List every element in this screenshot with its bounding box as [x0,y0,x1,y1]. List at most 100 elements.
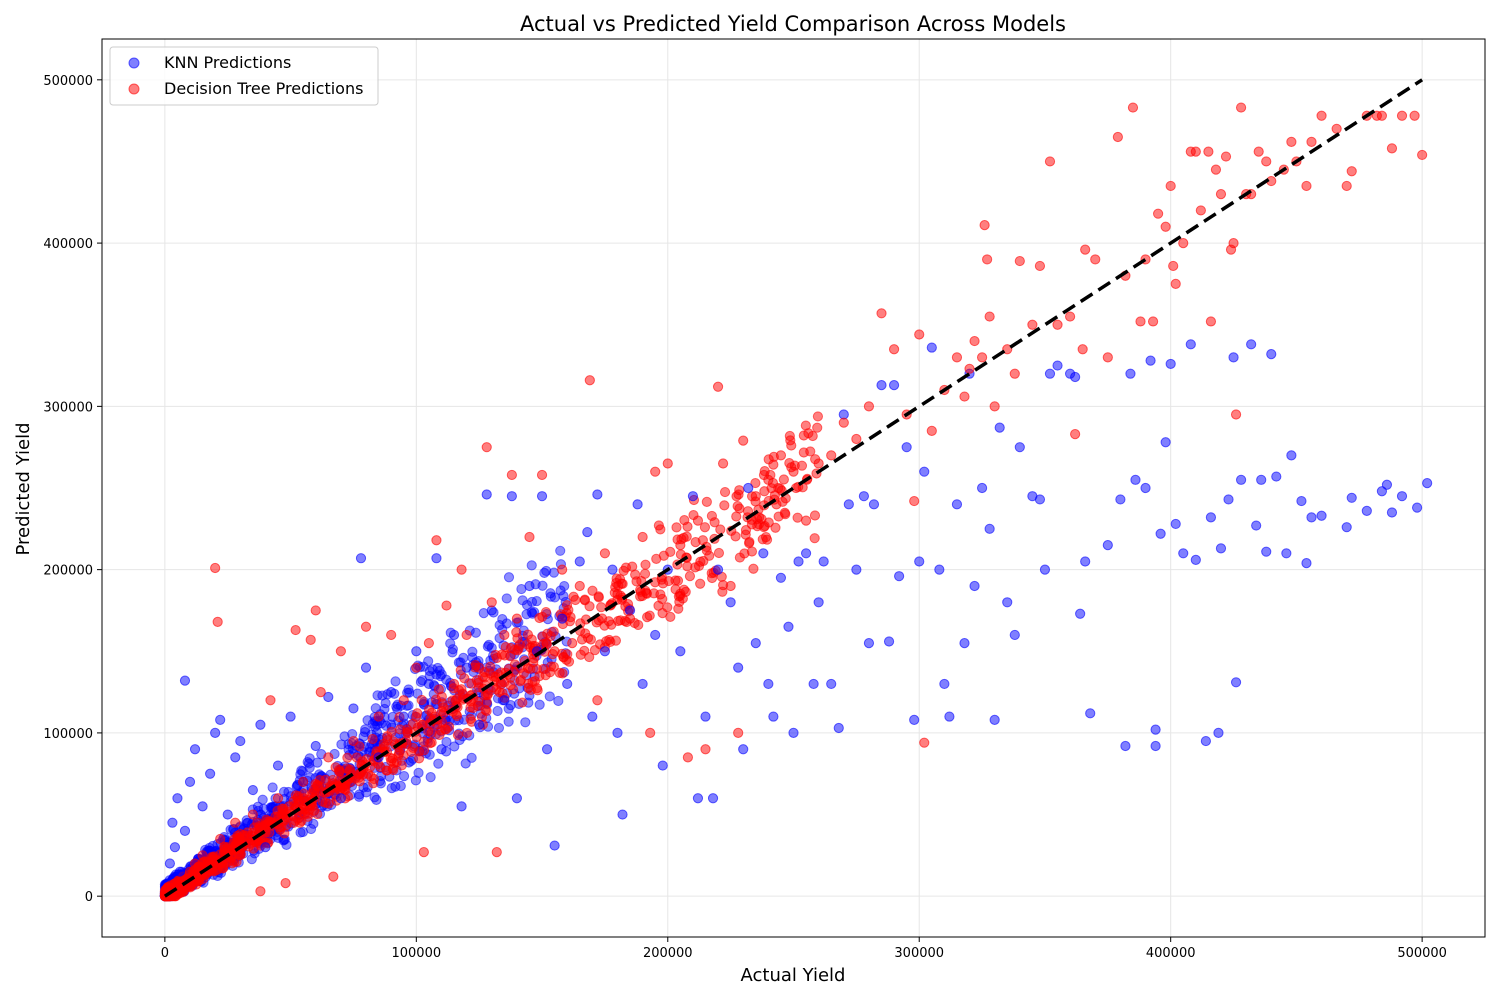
knn-point [1014,442,1025,453]
knn-point [536,491,548,502]
decision-tree-point [812,411,824,422]
knn-point [989,714,1000,725]
decision-tree-point [481,442,492,453]
decision-tree-point [414,753,425,764]
decision-tree-point [1052,319,1063,330]
decision-tree-point [851,433,862,445]
knn-point [506,491,517,502]
decision-tree-point [411,662,422,673]
decision-tree-point [197,850,208,861]
knn-point [1150,740,1161,752]
knn-point [360,662,372,673]
decision-tree-point [557,564,568,575]
decision-tree-point [579,645,590,656]
decision-tree-point [612,589,623,600]
knn-point [423,678,434,690]
knn-point [555,545,566,556]
decision-tree-point [436,691,447,702]
decision-tree-point [731,491,742,502]
knn-point [1361,505,1372,516]
knn-point [909,714,920,725]
decision-tree-point [589,645,601,656]
decision-tree-point [712,381,724,392]
knn-point [285,711,296,722]
decision-tree-point [481,696,492,708]
knn-point [386,686,397,698]
decision-tree-point [465,713,476,725]
knn-point [901,442,912,453]
knn-point [278,786,290,797]
knn-point [449,741,460,752]
knn-point [1235,474,1247,485]
knn-point [215,714,226,725]
decision-tree-point [416,694,427,706]
knn-point [800,548,812,559]
knn-point [1115,494,1126,505]
decision-tree-point [675,540,686,551]
decision-tree-point [1203,146,1214,157]
decision-tree-point [235,829,246,840]
decision-tree-point [662,602,673,613]
decision-tree-point [412,708,423,719]
knn-point [390,676,401,687]
decision-tree-point [624,613,636,624]
y-tick-label: 100000 [43,727,93,742]
decision-tree-point [645,727,656,739]
decision-tree-point [368,778,379,789]
decision-tree-point [491,846,502,858]
decision-tree-point [719,500,730,511]
reference-line [163,78,1424,898]
knn-point [179,675,191,686]
knn-point [926,342,937,353]
axis-ticks: 0 100000 200000 300000 400000 500000 0 100000 20… [43,74,1447,961]
x-tick-label: 0 [161,946,169,961]
knn-point [531,595,542,607]
knn-point [725,597,736,608]
legend-label-decision-tree: Decision Tree Predictions [164,79,363,98]
knn-point [1301,558,1312,569]
decision-tree-point [785,435,796,446]
x-tick-label: 400000 [1146,946,1196,961]
knn-point [335,793,346,804]
decision-tree-point [1331,123,1342,134]
knn-point [304,753,315,764]
y-tick-label: 500000 [43,74,93,89]
decision-tree-point [418,736,430,747]
legend-label-knn: KNN Predictions [164,53,291,72]
knn-point [179,825,191,836]
decision-tree-point [959,391,970,402]
knn-point [410,775,421,786]
knn-point [503,572,515,583]
knn-point [707,793,719,804]
decision-tree-point [423,638,434,649]
knn-point [482,641,493,652]
decision-tree-point [1346,166,1357,177]
decision-tree-point [640,559,651,570]
decision-tree-point [398,695,409,706]
decision-tree-point [989,401,1000,412]
knn-point [413,767,424,778]
decision-tree-point [1409,110,1420,121]
knn-point [994,422,1005,433]
knn-point [1102,540,1113,551]
knn-point [557,613,568,624]
decision-tree-point [1027,319,1038,330]
knn-point [675,646,686,657]
decision-tree-point [505,680,516,691]
decision-tree-point [574,580,585,592]
knn-point [657,760,668,771]
decision-tree-point [290,624,301,636]
decision-tree-point [599,548,611,559]
decision-tree-point [1080,244,1091,255]
decision-tree-point [655,524,666,535]
knn-point [503,716,514,727]
decision-tree-point [780,509,791,520]
decision-tree-point [351,752,362,763]
knn-point [607,564,618,575]
knn-point [951,499,963,510]
decision-tree-point [1090,254,1101,265]
legend-marker-knn [128,57,140,69]
knn-point [1205,512,1217,523]
decision-tree-point [1396,110,1408,121]
